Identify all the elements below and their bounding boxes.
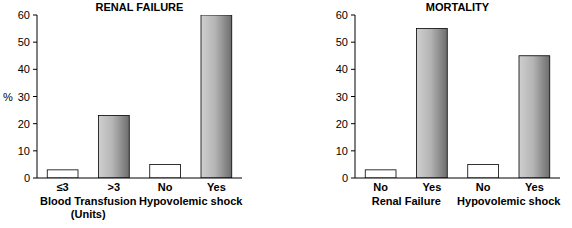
bar	[468, 164, 499, 178]
group-label: Blood Transfusion(Units)	[40, 195, 137, 220]
y-tick	[351, 15, 355, 16]
y-tick	[33, 15, 37, 16]
bar	[365, 170, 396, 178]
y-tick-label: 60	[18, 9, 30, 21]
x-tick-label: No	[158, 181, 173, 193]
y-tick	[351, 150, 355, 151]
group-label: Hypovolemic shock	[457, 195, 561, 207]
y-axis-label: %	[3, 91, 13, 103]
y-axis	[355, 15, 356, 178]
y-tick	[33, 178, 37, 179]
y-tick	[351, 42, 355, 43]
y-tick	[33, 96, 37, 97]
y-axis	[37, 15, 38, 178]
y-tick-label: 40	[18, 63, 30, 75]
x-tick-label: Yes	[207, 181, 226, 193]
group-label-line: (Units)	[71, 208, 106, 220]
bar	[99, 116, 130, 178]
y-tick-label: 20	[336, 118, 348, 130]
x-tick-label: >3	[108, 181, 121, 193]
x-tick-label: No	[373, 181, 388, 193]
group-label: Hypovolemic shock	[139, 195, 243, 207]
y-tick-label: 0	[24, 172, 30, 184]
bars	[47, 15, 232, 178]
y-tick-label: 30	[18, 91, 30, 103]
y-tick	[351, 96, 355, 97]
bar	[47, 170, 78, 178]
y-tick-label: 40	[336, 63, 348, 75]
y-tick	[351, 69, 355, 70]
title: MORTALITY	[426, 1, 490, 13]
y-tick	[33, 69, 37, 70]
x-axis	[37, 178, 242, 179]
y-tick-label: 0	[342, 172, 348, 184]
x-axis	[355, 178, 560, 179]
bars	[365, 29, 550, 178]
group-label-line: Blood Transfusion	[40, 195, 137, 207]
y-tick-label: 10	[18, 145, 30, 157]
x-tick-label: No	[476, 181, 491, 193]
bar	[201, 15, 232, 178]
bar	[417, 29, 448, 178]
x-tick-label: Yes	[422, 181, 441, 193]
x-tick-label: ≤3	[57, 181, 69, 193]
chart-0: RENAL FAILURE% 0 10 20 30 40 50 60 ≤3 >3 No Yes Bloo…	[3, 1, 243, 220]
y-tick-label: 60	[336, 9, 348, 21]
y-tick	[33, 42, 37, 43]
y-tick-label: 50	[18, 36, 30, 48]
y-tick-label: 50	[336, 36, 348, 48]
y-tick	[351, 178, 355, 179]
bar	[150, 164, 181, 178]
chart-1: MORTALITY 0 10 20 30 40 50 60 No Yes No Yes Renal Fa…	[336, 1, 562, 207]
y-tick	[33, 150, 37, 151]
title: RENAL FAILURE	[96, 1, 184, 13]
y-tick-label: 20	[18, 118, 30, 130]
y-tick-label: 30	[336, 91, 348, 103]
y-tick	[33, 123, 37, 124]
y-tick-label: 10	[336, 145, 348, 157]
group-label: Renal Failure	[372, 195, 441, 207]
bar	[519, 56, 550, 178]
y-tick	[351, 123, 355, 124]
figure: RENAL FAILURE% 0 10 20 30 40 50 60 ≤3 >3 No Yes Bloo…	[0, 0, 572, 228]
x-tick-label: Yes	[525, 181, 544, 193]
